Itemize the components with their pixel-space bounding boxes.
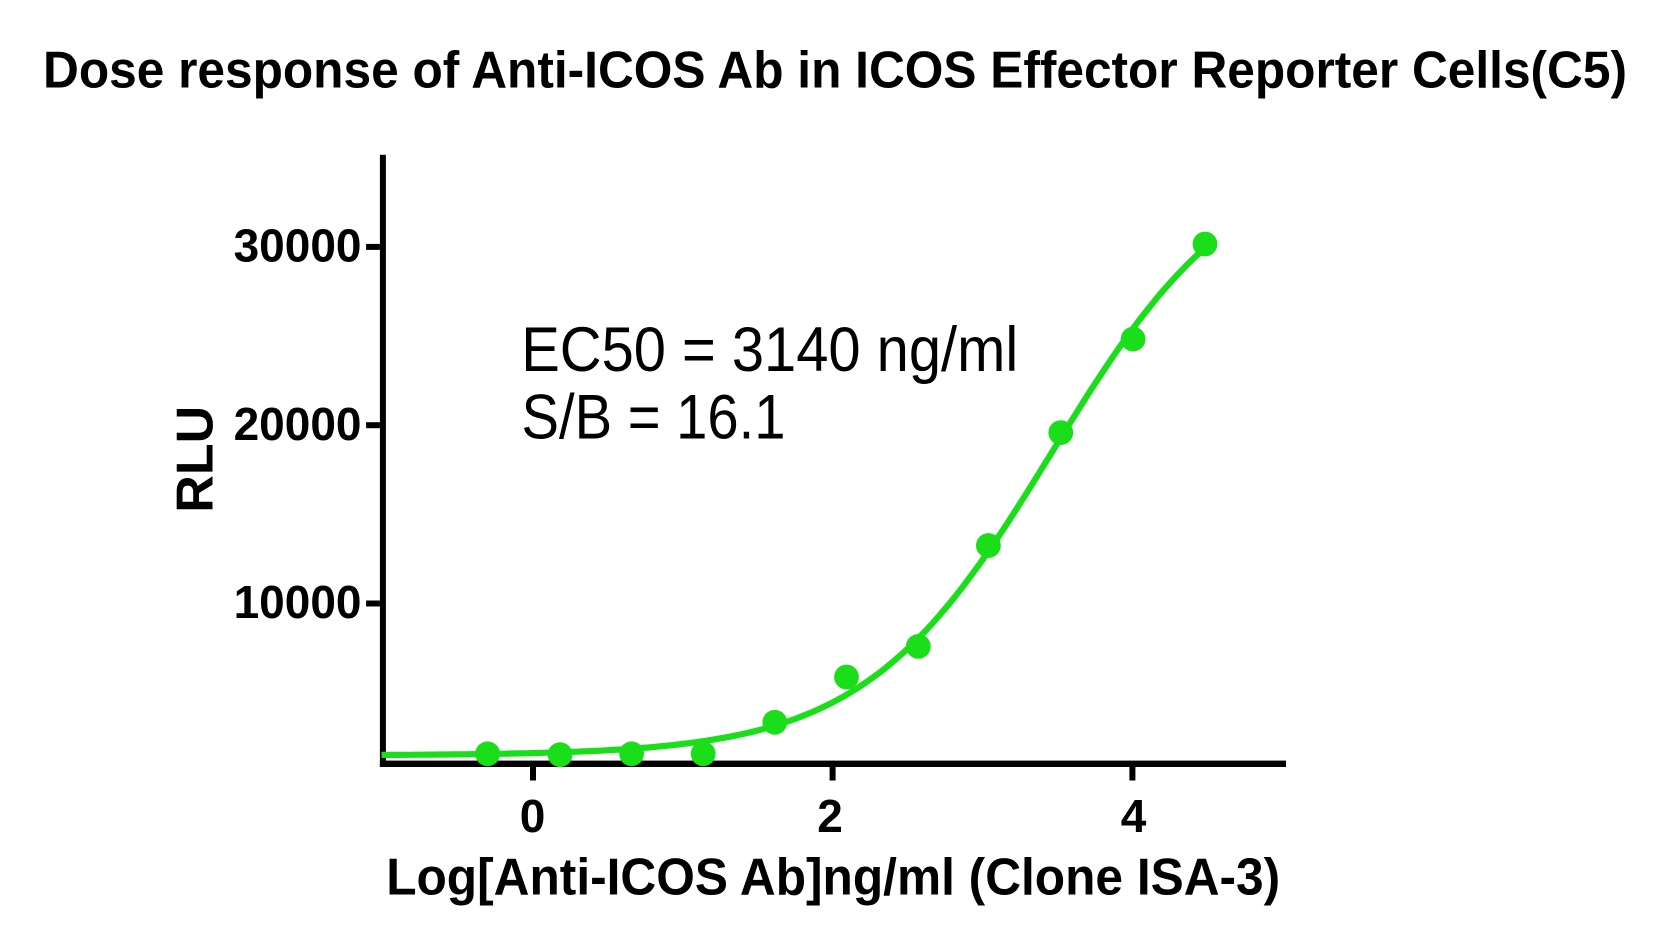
svg-text:EC50 = 3140 ng/ml: EC50 = 3140 ng/ml (521, 315, 1018, 385)
svg-text:4: 4 (1121, 790, 1147, 842)
svg-text:10000: 10000 (234, 576, 362, 628)
svg-text:Dose response of Anti-ICOS Ab: Dose response of Anti-ICOS Ab in ICOS Ef… (43, 42, 1627, 100)
svg-text:S/B = 16.1: S/B = 16.1 (522, 383, 786, 453)
svg-text:0: 0 (520, 790, 546, 842)
svg-text:20000: 20000 (234, 398, 362, 450)
svg-text:RLU: RLU (166, 406, 224, 513)
svg-text:2: 2 (817, 790, 843, 842)
svg-text:Log[Anti-ICOS Ab]ng/ml (Clone: Log[Anti-ICOS Ab]ng/ml (Clone ISA-3) (386, 849, 1280, 907)
svg-text:30000: 30000 (234, 220, 362, 272)
